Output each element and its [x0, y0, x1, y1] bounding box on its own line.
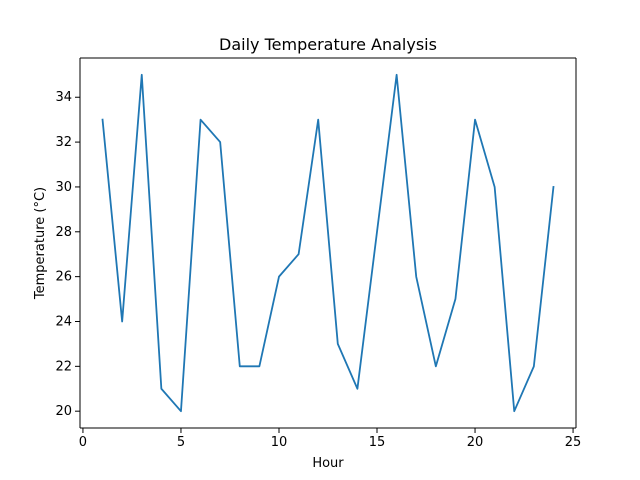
plot-area — [80, 58, 576, 428]
y-axis-ticks: 20 22 24 26 28 30 32 34 — [55, 90, 80, 419]
y-tick-label-26: 26 — [55, 270, 72, 285]
x-tick-label-5: 5 — [177, 435, 185, 450]
chart-title: Daily Temperature Analysis — [219, 35, 437, 54]
x-tick-label-20: 20 — [467, 435, 484, 450]
series-layer — [101, 73, 555, 413]
y-tick-label-28: 28 — [55, 225, 72, 240]
x-axis-label: Hour — [312, 456, 344, 471]
y-tick-label-22: 22 — [55, 359, 72, 374]
x-tick-label-10: 10 — [271, 435, 288, 450]
y-tick-label-32: 32 — [55, 135, 72, 150]
y-axis-label: Temperature (°C) — [33, 187, 48, 300]
x-axis-ticks: 0 5 10 15 20 25 — [79, 428, 582, 450]
y-tick-label-24: 24 — [55, 314, 72, 329]
y-tick-label-20: 20 — [55, 404, 72, 419]
x-tick-label-15: 15 — [369, 435, 386, 450]
x-tick-label-0: 0 — [79, 435, 87, 450]
plot-spines — [79, 57, 577, 429]
series-line-0 — [101, 73, 555, 413]
x-tick-label-25: 25 — [565, 435, 582, 450]
y-tick-label-34: 34 — [55, 90, 72, 105]
y-tick-label-30: 30 — [55, 180, 72, 195]
